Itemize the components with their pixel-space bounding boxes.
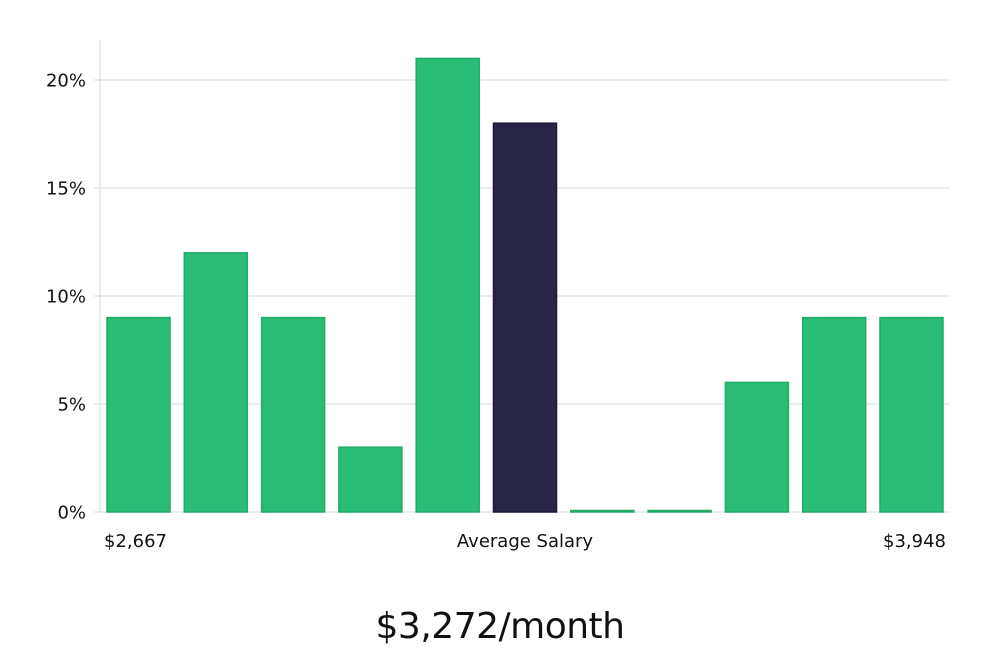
- salary-histogram: 0% 5% 10% 15% 20% $2,667 Average Salary $3,9…: [46, 40, 950, 552]
- bar: [106, 316, 171, 513]
- y-tick-label: 5%: [57, 395, 86, 416]
- bar: [338, 446, 403, 513]
- bar: [879, 316, 944, 513]
- bar: [183, 252, 249, 513]
- bar: [801, 316, 867, 513]
- average-salary-value: $3,272/month: [375, 606, 625, 647]
- y-tick-label: 15%: [46, 179, 86, 200]
- y-tick-label: 20%: [46, 71, 86, 92]
- y-tick-label: 0%: [57, 503, 86, 524]
- bar: [647, 509, 712, 513]
- y-axis-ticks: 0% 5% 10% 15% 20%: [46, 71, 100, 524]
- y-tick-label: 10%: [46, 287, 86, 308]
- x-max-label: $3,948: [883, 531, 946, 552]
- bar: [415, 57, 480, 513]
- bar: [570, 509, 635, 513]
- x-min-label: $2,667: [104, 531, 167, 552]
- bar-average-highlight: [492, 122, 558, 513]
- bar: [724, 381, 790, 513]
- x-center-label: Average Salary: [457, 531, 594, 552]
- bars: [106, 57, 944, 513]
- bar: [260, 316, 326, 513]
